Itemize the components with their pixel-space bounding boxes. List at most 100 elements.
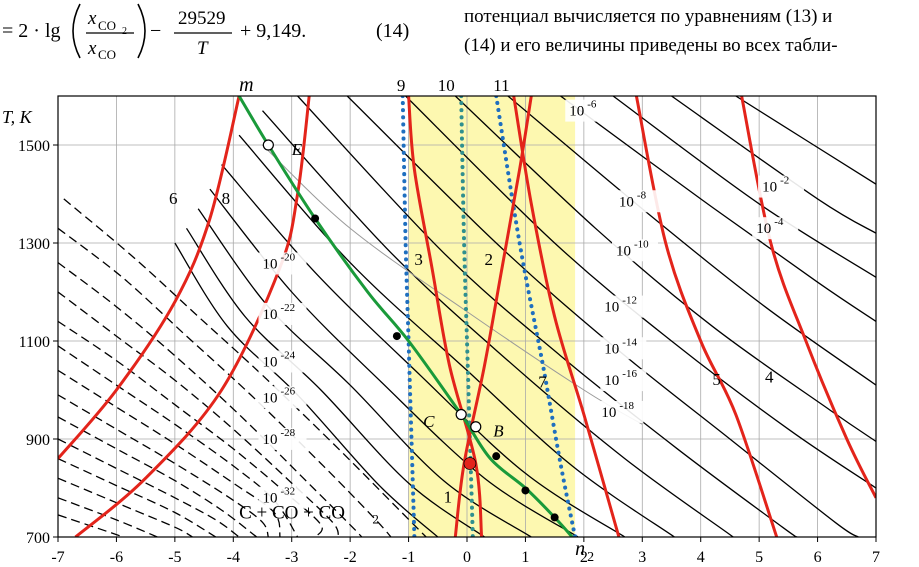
x-tick-label: -3 [285,549,298,566]
open-point-C [455,408,467,421]
isobar-label-bg [597,400,644,423]
isobar-label-exp: -6 [587,99,597,111]
top-label-11: 11 [493,76,509,95]
filled-point [550,513,559,522]
isobar-dashed [58,497,158,537]
isobar-dashed [58,320,323,537]
red-curve-5 [634,96,779,537]
isobar-label-base: 10 [263,307,278,323]
isobar-label-exp: -10 [634,238,649,250]
red-curve-6 [58,96,241,460]
x-tick-label: -1 [402,549,415,566]
curve-number-label: 2 [485,250,494,269]
open-point-E [262,139,274,151]
isobar-dashed [58,416,258,537]
isobar-solid [454,96,876,442]
isobar-solid [671,96,876,234]
isobar-label-exp: -4 [774,216,784,228]
y-tick-label: 1100 [19,334,50,351]
isobar-solid [185,227,485,537]
x-axis-label: n [575,538,585,560]
dotted-curve-11 [494,96,578,537]
isobar-label-base: 10 [619,194,634,210]
isobar-label-base: 10 [263,354,278,370]
dotted-curve-9 [400,96,417,537]
curve-number-label: 6 [169,189,178,208]
isobar-label-base: 10 [263,256,278,272]
curve-number-label: 8 [222,189,231,208]
isobar-label-base: 10 [604,341,619,357]
isobar-dashed [58,438,240,537]
x-tick-label: 2 [580,549,588,566]
isobar-label-base: 10 [762,180,777,196]
x-tick-label: -4 [227,549,240,566]
gray-curve-7 [262,144,643,425]
equation-frac2-den: T [197,38,209,59]
paragraph-line-2: (14) и его величины приведены во всех та… [464,35,838,56]
isobar-label-base: 10 [616,243,631,259]
isobar-label-exp: -22 [281,302,296,314]
point-label-C: C [423,412,435,431]
isobar-label-exp: -16 [622,368,637,380]
equation-right-paren [137,3,146,59]
isobar-label-exp: -24 [281,349,296,361]
isobar-dashed [58,291,340,537]
curve-number-label: 5 [712,370,721,389]
isobar-label-exp: -2 [780,175,789,187]
x-tick-label: 0 [463,549,471,566]
equation-frac2-num: 29529 [178,8,226,29]
isobar-label-exp: -8 [637,189,647,201]
isobar-label-bg [258,302,307,325]
isobar-solid [612,96,876,278]
isobar-label-bg [614,190,661,213]
red-curve-4 [512,96,621,537]
region-label: C + CO + CO [239,502,345,523]
region-number-label: 1 [444,488,453,507]
y-axis-label: T, K [2,107,33,127]
isobar-label-exp: -32 [281,486,296,498]
filled-point [521,486,530,495]
equation-number: (14) [376,20,409,42]
isobar-dashed [63,198,427,537]
isobar-dashed [58,458,217,537]
equation-num-sub: CO [98,18,116,33]
isobar-label-exp: -12 [622,295,637,307]
isobar-label-bg [258,427,307,450]
equation-den: x [87,38,97,59]
equation-left-paren [72,3,81,59]
equation-minus: − [150,20,161,42]
curve-number-label: 3 [414,250,423,269]
green-curve-m [237,96,574,537]
isobar-label-base: 10 [263,390,278,406]
y-tick-label: 700 [26,530,50,547]
top-label-9: 9 [397,76,406,95]
isobar-dashed [58,477,193,537]
isobar-solid [560,96,876,322]
isobar-dashed [58,394,269,537]
isobar-label-bg [258,252,307,275]
points-layer [262,139,559,522]
equation-lhs: = 2 · lg [2,20,61,42]
isobar-label-exp: -26 [281,385,296,397]
phase-diagram-chart: -7 -6 -5 -4 -3 -2 -1 0 1 2 3 4 5 6 7700900110013001500… [2,74,880,566]
top-label-m: m [239,74,253,96]
x-tick-label: 6 [814,549,822,566]
equation: = 2 · lg x CO 2 x CO − 29529 T + 9,149. … [2,3,409,62]
isobar-label-bg [565,99,612,122]
y-tick-label: 1300 [18,236,50,253]
x-tick-label: -6 [110,549,123,566]
x-tick-label: 7 [872,549,880,566]
top-label-10: 10 [438,76,455,95]
isobar-label-bg [600,337,647,360]
isobar-label-bg [600,369,647,392]
red-curve-4 [740,96,876,499]
isobar-solid [405,96,876,489]
x-tick-label: 5 [755,549,763,566]
x-tick-label: 3 [638,549,646,566]
isobar-label-base: 10 [263,491,278,507]
paragraph-line-1: потенциал вычисляется по уравнениям (13)… [464,6,833,27]
isobar-label-base: 10 [756,221,771,237]
isobar-dashed [58,227,392,537]
equation-tail: + 9,149. [240,20,306,42]
isobar-dashed [58,514,124,537]
